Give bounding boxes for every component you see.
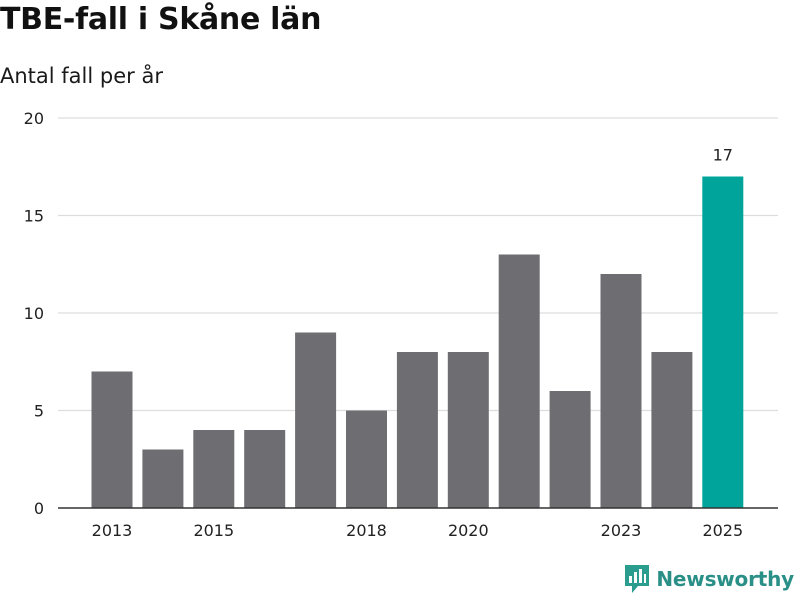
bar-2015 [193,430,235,508]
bar-2023 [600,274,642,508]
y-tick-label: 10 [24,304,44,323]
data-labels: 17 [713,146,733,165]
y-tick-label: 15 [24,207,44,226]
x-tick-label: 2023 [601,521,642,540]
y-tick-label: 0 [34,499,44,518]
chart-subtitle: Antal fall per år [0,64,163,88]
bar-chart: 0 5 10 15 20 2013 2015 2018 2020 2023 2025 17 [24,109,778,540]
y-tick-label: 20 [24,109,44,128]
x-tick-label: 2025 [702,521,743,540]
x-tick-label: 2018 [346,521,387,540]
y-tick-label: 5 [34,402,44,421]
bars [91,176,744,508]
x-tick-label: 2015 [193,521,234,540]
bar-2025 [702,176,744,508]
bar-2016 [244,430,286,508]
data-label: 17 [713,146,733,165]
newsworthy-logo[interactable]: Newsworthy [624,564,794,594]
x-tick-label: 2013 [92,521,133,540]
brand-name: Newsworthy [656,567,794,591]
y-axis-tick-labels: 0 5 10 15 20 [24,109,44,518]
x-axis-tick-labels: 2013 2015 2018 2020 2023 2025 [92,521,744,540]
bar-2017 [295,332,337,508]
bar-2013 [91,371,133,508]
bar-2024 [651,352,693,508]
x-tick-label: 2020 [448,521,489,540]
bar-2014 [142,449,184,508]
newsworthy-logo-icon [625,565,650,593]
bar-2019 [396,352,438,508]
bar-2022 [549,391,591,508]
bar-2021 [498,254,540,508]
chart-title: TBE-fall i Skåne län [0,2,322,37]
bar-2020 [447,352,489,508]
bar-2018 [346,410,387,508]
